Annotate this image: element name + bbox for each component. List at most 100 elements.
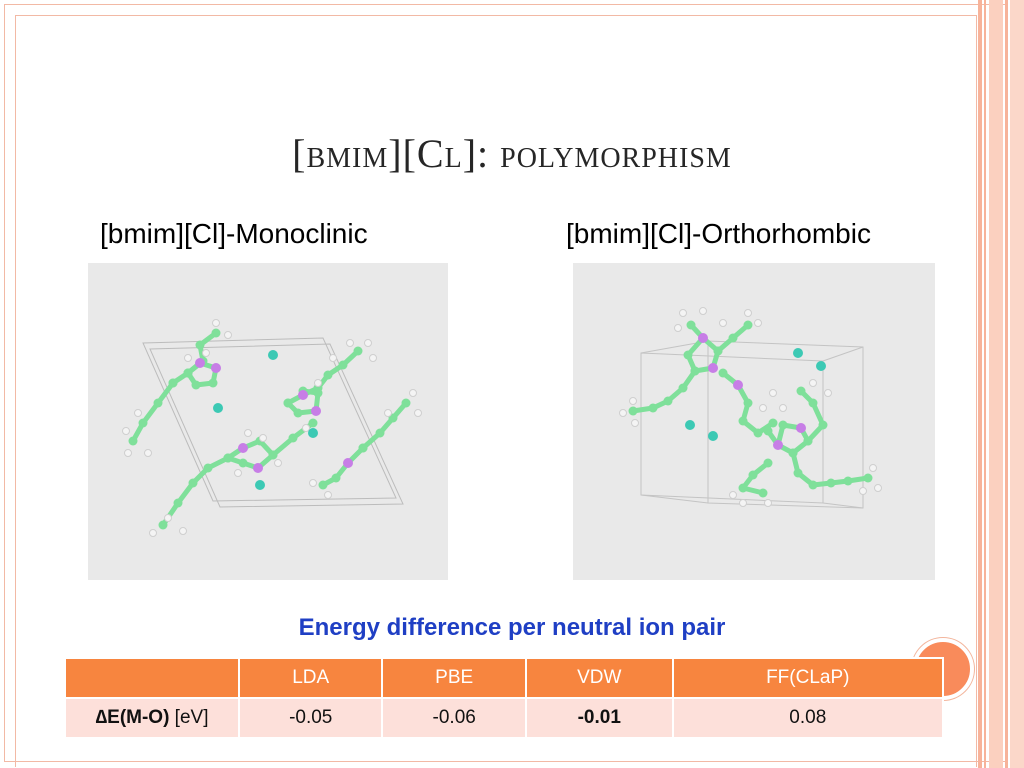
table-cell-lda: -0.05 [237,697,384,739]
carbon-atom [338,360,348,370]
carbon-atom [138,418,148,428]
nitrogen-atom [211,363,221,373]
carbon-atom [318,480,328,490]
hydrogen-atom [619,409,627,417]
carbon-atom [191,380,201,390]
hydrogen-atom [384,409,392,417]
nitrogen-atom [733,380,743,390]
carbon-atom [353,346,363,356]
carbon-atom [208,378,218,388]
carbon-atom [188,478,198,488]
hydrogen-atom [874,484,882,492]
row-label-quantity: E(M-O) [107,707,170,728]
carbon-atom [628,406,638,416]
carbon-atom [308,418,318,428]
table-cell-pbe: -0.06 [381,697,527,739]
carbon-atom [763,458,773,468]
nitrogen-atom [311,406,321,416]
nitrogen-atom [708,363,718,373]
nitrogen-atom [773,440,783,450]
hydrogen-atom [134,409,142,417]
hydrogen-atom [244,429,252,437]
hydrogen-atom [234,469,242,477]
hydrogen-atom [212,319,220,327]
table-header-cell: LDA [237,657,384,699]
carbon-atom [713,346,723,356]
table-header-cell: FF(CLaP) [671,657,945,699]
carbon-atom [728,333,738,343]
hydrogen-atom [859,487,867,495]
carbon-atom [818,420,828,430]
carbon-atom [128,436,138,446]
hydrogen-atom [179,527,187,535]
hydrogen-atom [144,449,152,457]
table-header-row: LDA PBE VDW FF(CLaP) [64,657,945,699]
carbon-atom [288,433,298,443]
table-header-cell: PBE [381,657,527,699]
hydrogen-atom [369,354,377,362]
hydrogen-atom [759,404,767,412]
orthorhombic-label: [bmim][Cl]-Orthorhombic [566,218,871,249]
nitrogen-atom [343,458,353,468]
carbon-atom [283,398,293,408]
hydrogen-atom [779,404,787,412]
energy-table: LDA PBE VDW FF(CLaP) ∆E(M-O) [eV] -0.05 … [64,657,945,739]
hydrogen-atom [729,491,737,499]
hydrogen-atom [744,309,752,317]
hydrogen-atom [754,319,762,327]
hydrogen-atom [679,309,687,317]
carbon-atom [808,480,818,490]
delta-symbol: ∆ [95,707,108,728]
carbon-atom [758,488,768,498]
hydrogen-atom [764,499,772,507]
hydrogen-atom [769,389,777,397]
carbon-atom [158,520,168,530]
monoclinic-structure-image [88,263,448,580]
hydrogen-atom [699,307,707,315]
chloride-ion [816,361,826,371]
hydrogen-atom [184,354,192,362]
hydrogen-atom [414,409,422,417]
carbon-atom [796,386,806,396]
nitrogen-atom [238,443,248,453]
hydrogen-atom [259,434,267,442]
carbon-atom [683,350,693,360]
hydrogen-atom [324,491,332,499]
carbon-atom [690,366,700,376]
carbon-atom [173,498,183,508]
carbon-atom [195,340,205,350]
monoclinic-label: [bmim][Cl]-Monoclinic [100,218,368,249]
carbon-atom [358,443,368,453]
carbon-atom [238,458,248,468]
hydrogen-atom [629,397,637,405]
hydrogen-atom [302,424,310,432]
hydrogen-atom [739,499,747,507]
hydrogen-atom [824,389,832,397]
chloride-ion [308,428,318,438]
carbon-atom [793,468,803,478]
hydrogen-atom [164,514,172,522]
carbon-atom [323,370,333,380]
carbon-atom [153,398,163,408]
table-cell-ffclap: 0.08 [671,697,945,739]
carbon-atom [211,328,221,338]
hydrogen-atom [869,464,877,472]
carbon-atom [743,398,753,408]
carbon-atom [863,473,873,483]
carbon-atom [743,320,753,330]
carbon-atom [401,398,411,408]
carbon-atom [753,428,763,438]
carbon-atom [826,478,836,488]
hydrogen-atom [719,319,727,327]
carbon-atom [788,448,798,458]
energy-caption: Energy difference per neutral ion pair [298,614,726,641]
nitrogen-atom [195,358,205,368]
table-header-cell [64,657,240,699]
carbon-atom [843,476,853,486]
carbon-atom [331,473,341,483]
hydrogen-atom [314,379,322,387]
hydrogen-atom [202,349,210,357]
hydrogen-atom [409,389,417,397]
carbon-atom [748,470,758,480]
hydrogen-atom [364,339,372,347]
